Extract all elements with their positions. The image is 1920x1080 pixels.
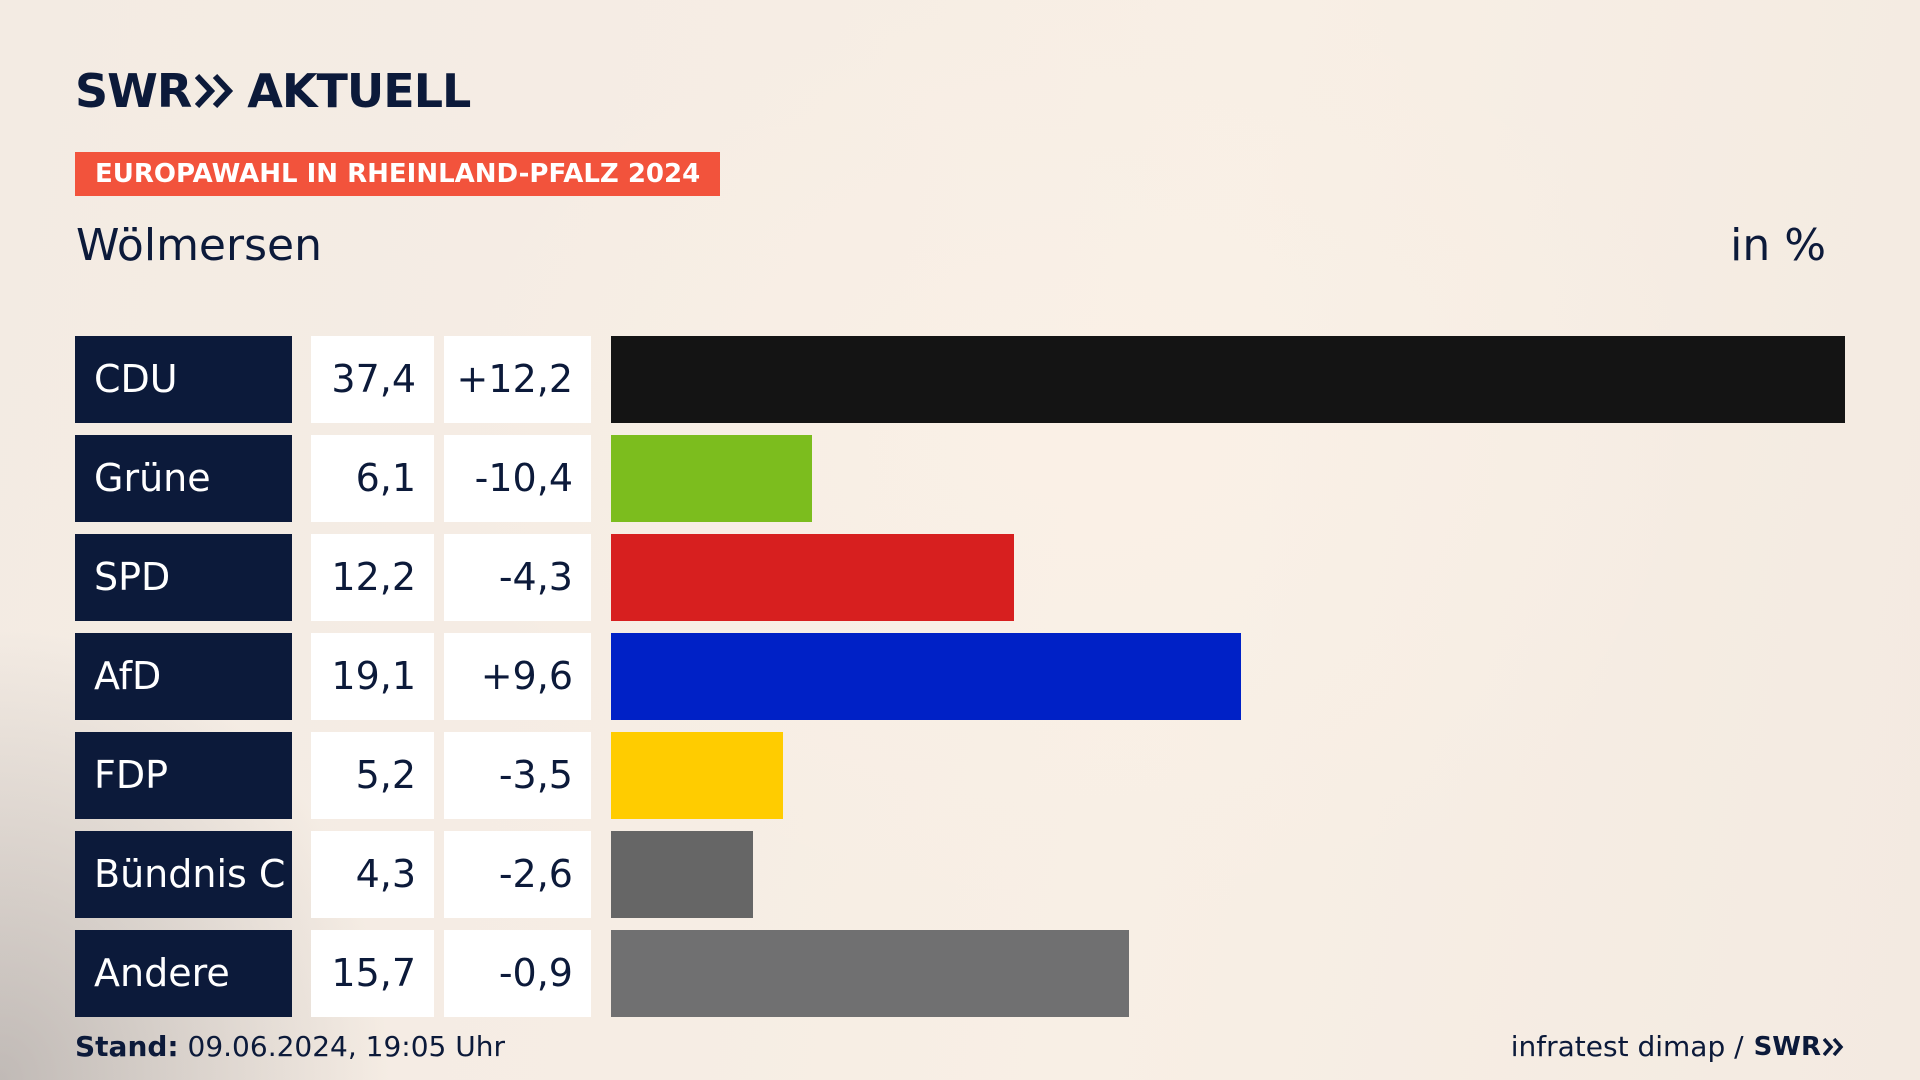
diff-label: +9,6: [444, 633, 591, 720]
result-bar: [611, 633, 1241, 720]
chart-row: CDU 37,4 +12,2: [75, 336, 1845, 423]
diff-label: +12,2: [444, 336, 591, 423]
timestamp: Stand: 09.06.2024, 19:05 Uhr: [75, 1030, 505, 1063]
logo-aktuell-text: AKTUELL: [247, 64, 471, 118]
chart-row: AfD 19,1 +9,6: [75, 633, 1845, 720]
logo-swr-text: SWR: [75, 64, 192, 118]
swr-aktuell-logo: SWR AKTUELL: [75, 64, 471, 118]
value-label: 19,1: [311, 633, 434, 720]
party-label: Grüne: [75, 435, 292, 522]
value-label: 6,1: [311, 435, 434, 522]
result-bar: [611, 534, 1014, 621]
source-brand: SWR: [1754, 1032, 1845, 1062]
value-label: 4,3: [311, 831, 434, 918]
value-label: 12,2: [311, 534, 434, 621]
result-bar: [611, 732, 783, 819]
source-credit: infratest dimap / SWR: [1511, 1030, 1845, 1063]
party-label: SPD: [75, 534, 292, 621]
result-bar: [611, 336, 1845, 423]
party-label: AfD: [75, 633, 292, 720]
double-chevron-small-icon: [1823, 1037, 1844, 1056]
result-bar: [611, 930, 1129, 1017]
results-bar-chart: CDU 37,4 +12,2 Grüne 6,1 -10,4 SPD 12,2 -4,3 AfD 1…: [75, 336, 1845, 1017]
value-label: 5,2: [311, 732, 434, 819]
chart-row: Andere 15,7 -0,9: [75, 930, 1845, 1017]
result-bar: [611, 831, 753, 918]
election-badge: EUROPAWAHL IN RHEINLAND-PFALZ 2024: [75, 152, 721, 196]
party-label: CDU: [75, 336, 292, 423]
stand-label: Stand:: [75, 1030, 179, 1063]
party-label: Bündnis C: [75, 831, 292, 918]
chart-row: Bündnis C 4,3 -2,6: [75, 831, 1845, 918]
chart-row: SPD 12,2 -4,3: [75, 534, 1845, 621]
party-label: Andere: [75, 930, 292, 1017]
party-label: FDP: [75, 732, 292, 819]
stand-value: 09.06.2024, 19:05 Uhr: [187, 1030, 505, 1063]
diff-label: -3,5: [444, 732, 591, 819]
chart-row: FDP 5,2 -3,5: [75, 732, 1845, 819]
diff-label: -4,3: [444, 534, 591, 621]
diff-label: -10,4: [444, 435, 591, 522]
value-label: 37,4: [311, 336, 434, 423]
source-brand-text: SWR: [1753, 1031, 1821, 1062]
double-chevron-icon: [195, 73, 234, 109]
value-label: 15,7: [311, 930, 434, 1017]
diff-label: -0,9: [444, 930, 591, 1017]
result-bar: [611, 435, 812, 522]
place-title: Wölmersen: [76, 220, 322, 271]
diff-label: -2,6: [444, 831, 591, 918]
chart-row: Grüne 6,1 -10,4: [75, 435, 1845, 522]
unit-label: in %: [1730, 220, 1826, 271]
source-text: infratest dimap /: [1510, 1030, 1744, 1063]
